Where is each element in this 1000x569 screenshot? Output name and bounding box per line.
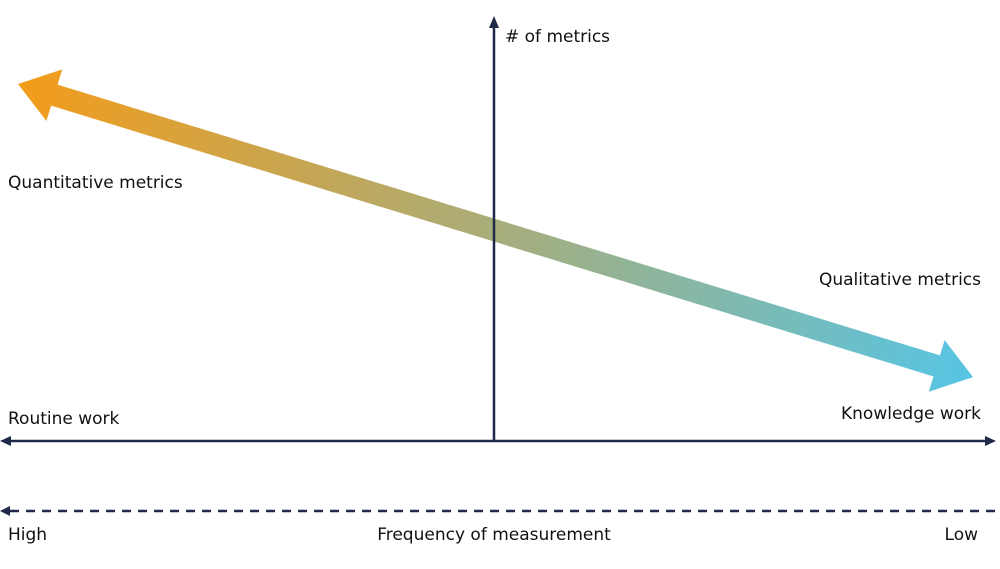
x-arrowhead-right — [985, 436, 996, 446]
frequency-title: Frequency of measurement — [377, 525, 611, 545]
x-arrowhead-left — [0, 436, 11, 446]
start-label: Quantitative metrics — [8, 173, 183, 193]
x-left-label: Routine work — [8, 409, 120, 429]
frequency-arrowhead — [0, 506, 10, 516]
y-axis-label: # of metrics — [505, 27, 610, 47]
axes — [0, 16, 996, 516]
frequency-left: High — [8, 525, 47, 545]
end-label: Qualitative metrics — [819, 270, 981, 290]
y-arrowhead — [489, 16, 499, 28]
frequency-right: Low — [945, 525, 979, 545]
trend-arrow — [18, 69, 974, 392]
x-right-label: Knowledge work — [841, 404, 981, 424]
